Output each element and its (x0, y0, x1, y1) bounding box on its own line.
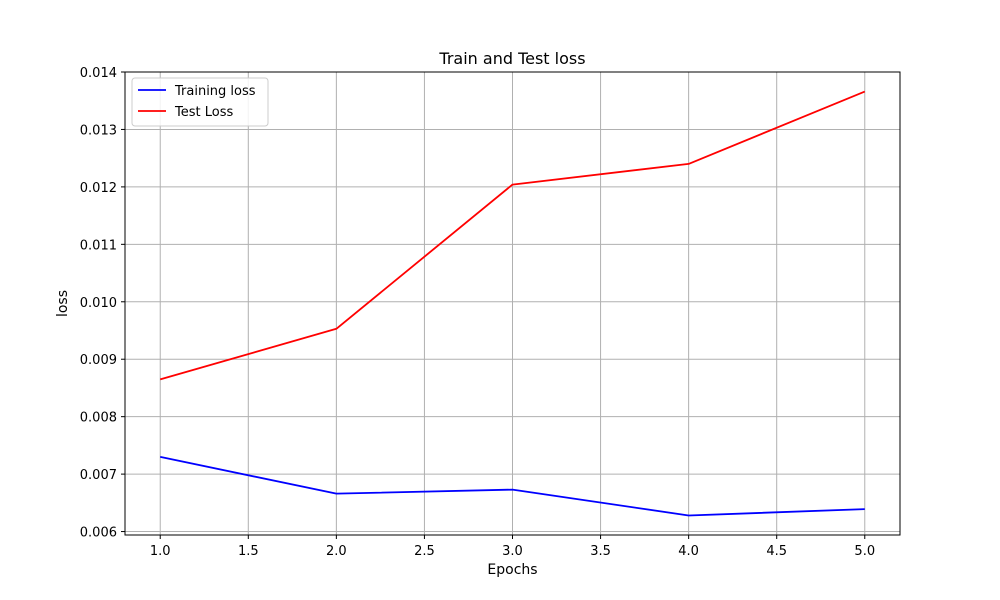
x-tick-label: 1.0 (150, 544, 171, 559)
x-tick-label: 3.0 (502, 544, 523, 559)
y-tick-label: 0.013 (80, 123, 117, 138)
legend-label: Test Loss (174, 105, 233, 120)
x-axis: 1.0 1.5 2.0 2.5 3.0 3.5 4.0 4.5 5.0 (150, 535, 875, 559)
y-tick-label: 0.012 (80, 181, 117, 196)
y-tick-label: 0.008 (80, 411, 117, 426)
legend-label: Training loss (174, 84, 256, 99)
x-tick-label: 3.5 (590, 544, 611, 559)
y-tick-label: 0.011 (80, 238, 117, 253)
x-axis-label: Epochs (487, 562, 537, 578)
x-tick-label: 2.0 (326, 544, 347, 559)
x-tick-label: 5.0 (854, 544, 875, 559)
series-lines (159, 90, 866, 517)
x-tick-label: 1.5 (238, 544, 259, 559)
y-axis: 0.006 0.007 0.008 0.009 0.010 0.011 0.012 0.013… (80, 66, 125, 541)
y-tick-label: 0.009 (80, 353, 117, 368)
x-tick-label: 4.0 (678, 544, 699, 559)
x-tick-label: 4.5 (766, 544, 787, 559)
y-tick-label: 0.010 (80, 296, 117, 311)
y-tick-label: 0.007 (80, 468, 117, 483)
legend: Training loss Test Loss (131, 77, 269, 127)
grid (125, 71, 900, 535)
series-line-training-loss (160, 455, 865, 517)
y-tick-label: 0.014 (80, 66, 117, 81)
y-axis-label: loss (55, 290, 71, 317)
chart-title: Train and Test loss (438, 49, 585, 68)
series-line-test-loss (159, 90, 866, 381)
y-tick-label: 0.006 (80, 526, 117, 541)
x-tick-label: 2.5 (414, 544, 435, 559)
